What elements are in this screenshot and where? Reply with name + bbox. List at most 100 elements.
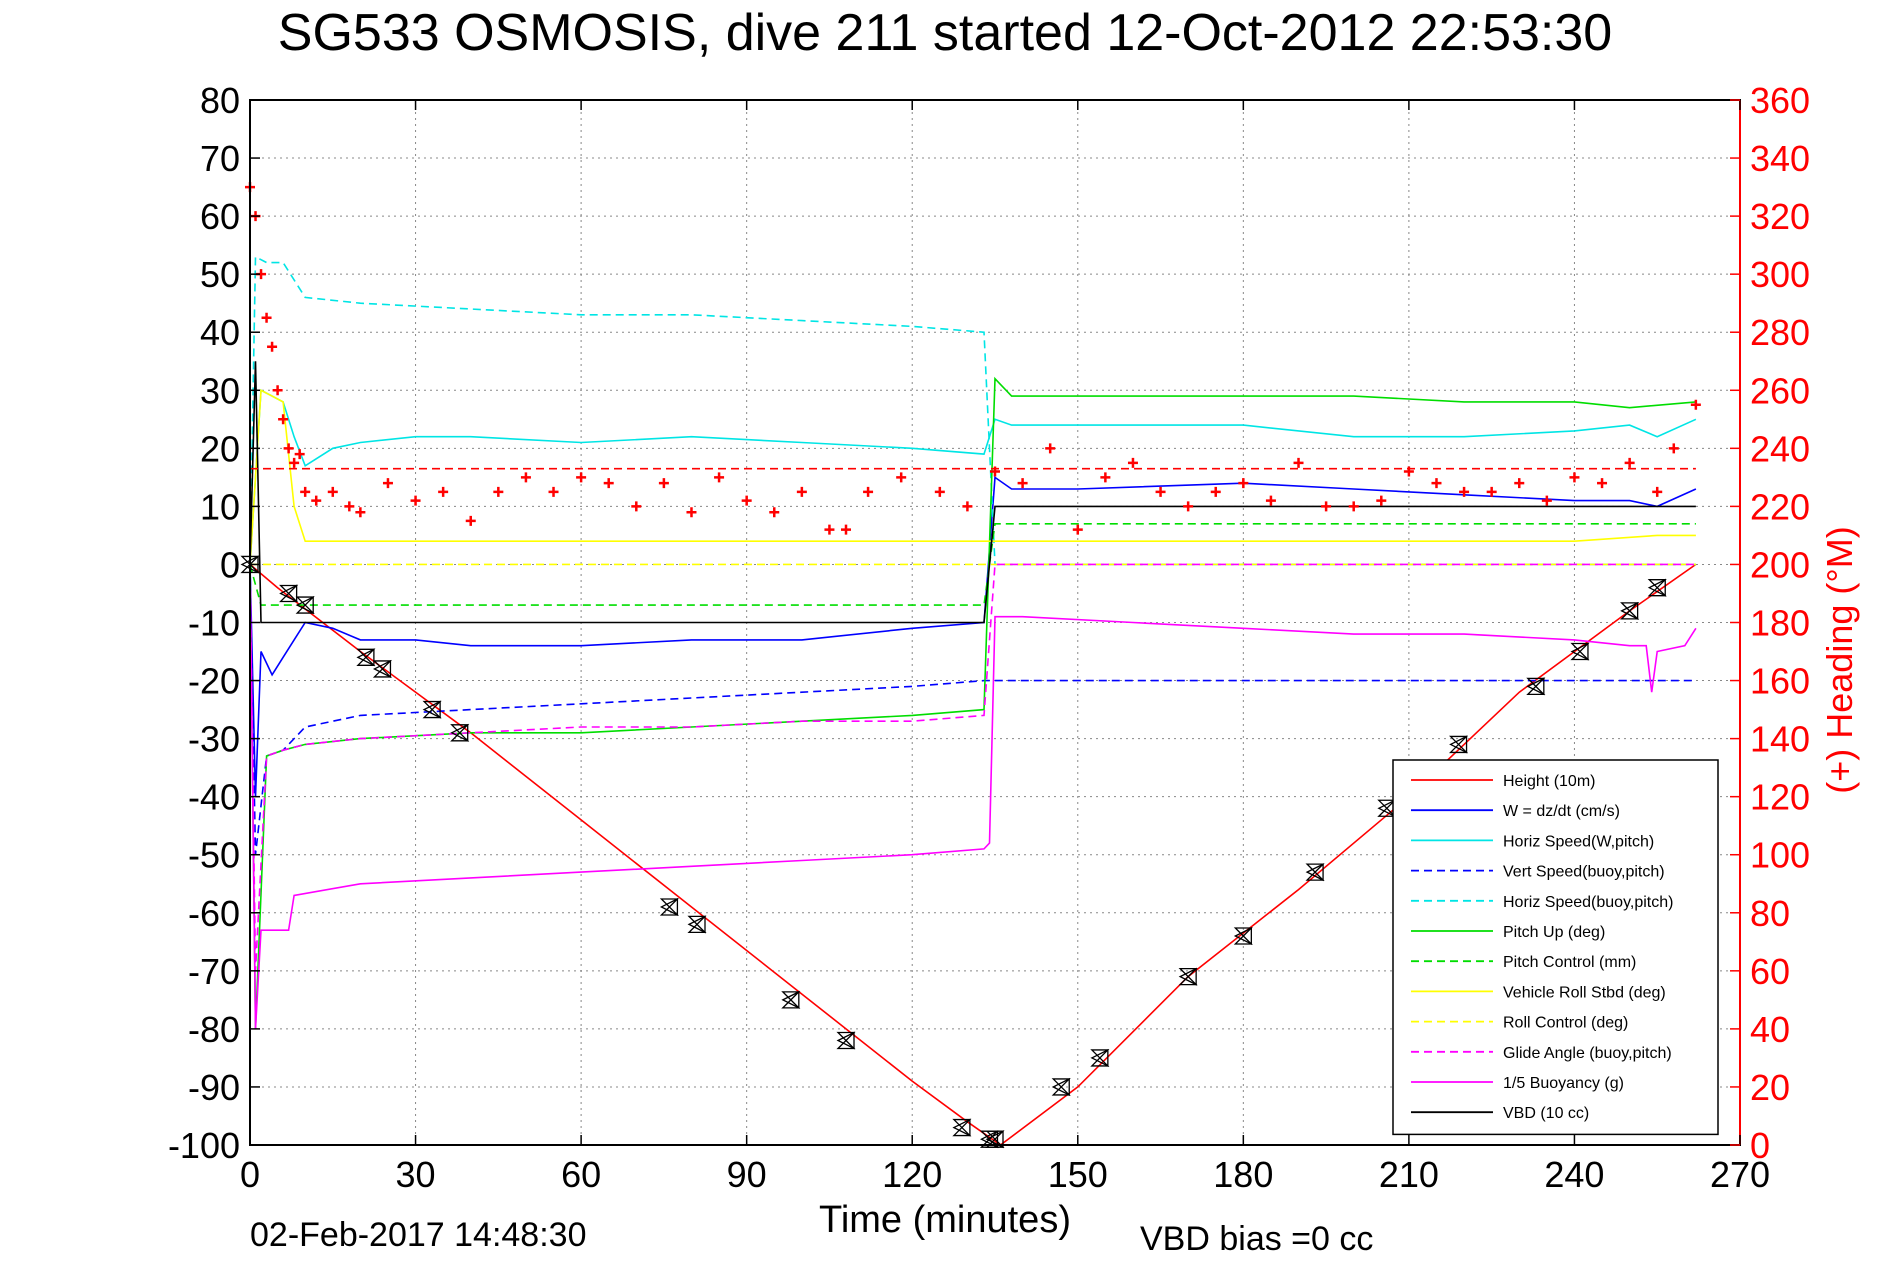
y2-axis-label: (+) Heading (°M) (1819, 526, 1860, 793)
heading-marker (327, 486, 338, 497)
y2-tick-label: 60 (1750, 951, 1790, 992)
heading-marker (1624, 457, 1635, 468)
x-tick-label: 180 (1213, 1154, 1273, 1195)
footer-vbd-bias: VBD bias =0 cc (1140, 1220, 1373, 1258)
heading-marker (410, 495, 421, 506)
heading-series (245, 182, 1701, 535)
heading-marker (300, 486, 311, 497)
heading-marker (1690, 399, 1701, 410)
legend-entry: VBD (10 cc) (1411, 1105, 1589, 1122)
depth-marker (1647, 578, 1667, 597)
legend-entry: W = dz/dt (cm/s) (1411, 803, 1620, 820)
y2-tick-label: 260 (1750, 370, 1810, 411)
heading-marker (631, 501, 642, 512)
series-line-6 (249, 523, 1696, 606)
y-tick-label: -30 (188, 719, 240, 760)
x-tick-label: 240 (1544, 1154, 1604, 1195)
legend-label: Height (10m) (1503, 773, 1595, 790)
y-tick-label: 10 (200, 486, 240, 527)
legend-entry: Vert Speed(buoy,pitch) (1411, 864, 1665, 881)
x-tick-label: 60 (561, 1154, 601, 1195)
legend: Height (10m) W = dz/dt (cm/s) Horiz Speed(… (1392, 759, 1719, 1136)
series-line-1 (249, 475, 1697, 797)
heading-marker (576, 472, 587, 483)
y2-tick-label: 200 (1750, 544, 1810, 585)
y-tick-label: 40 (200, 312, 240, 353)
series-line-11 (249, 361, 1696, 624)
x-axis-label: Time (minutes) (819, 1199, 1071, 1241)
heading-marker (1100, 472, 1111, 483)
legend-label: W = dz/dt (cm/s) (1503, 803, 1620, 820)
y2-tick-label: 280 (1750, 312, 1810, 353)
y2-tick-label: 80 (1750, 893, 1790, 934)
heading-marker (658, 478, 669, 489)
y2-tick-label: 100 (1750, 835, 1810, 876)
heading-marker (796, 486, 807, 497)
heading-marker (686, 507, 697, 518)
heading-marker (465, 515, 476, 526)
series-line-5 (249, 376, 1696, 1029)
legend-label: Pitch Control (mm) (1503, 954, 1636, 971)
depth-marker (279, 584, 299, 603)
depth-marker-layer (240, 555, 1667, 1149)
heading-marker (278, 414, 289, 425)
heading-marker (841, 524, 851, 535)
y-tick-label: -70 (188, 951, 240, 992)
series-line-2 (249, 389, 1697, 565)
legend-entry: Horiz Speed(W,pitch) (1411, 833, 1654, 850)
heading-marker (283, 443, 294, 454)
series-line-7 (249, 389, 1696, 565)
depth-marker (422, 700, 442, 719)
heading-marker (382, 478, 393, 489)
y-tick-label: -80 (188, 1009, 240, 1050)
legend-entry: Roll Control (deg) (1411, 1015, 1628, 1032)
heading-marker (272, 385, 283, 396)
depth-marker (1051, 1077, 1071, 1096)
y-tick-label: 80 (200, 80, 240, 121)
y2-tick-label: 20 (1750, 1067, 1790, 1108)
x-tick-label: 0 (240, 1154, 260, 1195)
legend-label: Glide Angle (buoy,pitch) (1503, 1045, 1672, 1062)
x-tick-label: 150 (1048, 1154, 1108, 1195)
legend-label: Horiz Speed(buoy,pitch) (1503, 894, 1673, 911)
depth-marker (1620, 601, 1640, 620)
y2-tick-label: 360 (1750, 80, 1810, 121)
y-tick-label: 0 (220, 544, 240, 585)
legend-label: Horiz Speed(W,pitch) (1503, 833, 1654, 850)
y-tick-label: 20 (200, 428, 240, 469)
heading-marker (294, 449, 305, 460)
x-tick-label: 30 (396, 1154, 436, 1195)
depth-marker (295, 596, 315, 615)
depth-marker (659, 897, 679, 917)
heading-marker (289, 457, 300, 468)
heading-marker (493, 486, 504, 497)
legend-entry: Glide Angle (buoy,pitch) (1411, 1045, 1672, 1062)
legend-box (1392, 759, 1719, 1136)
y2-tick-label: 240 (1750, 428, 1810, 469)
depth-marker (985, 1130, 1005, 1149)
depth-marker (1233, 926, 1253, 946)
legend-entry: Pitch Control (mm) (1411, 954, 1636, 971)
y2-tick-label: 0 (1750, 1125, 1770, 1166)
depth-marker (372, 659, 393, 678)
y-tick-label: -10 (188, 603, 240, 644)
footer-timestamp: 02-Feb-2017 14:48:30 (250, 1216, 586, 1254)
heading-marker (344, 501, 355, 512)
depth-marker (1178, 967, 1198, 986)
depth-marker (781, 990, 801, 1009)
y2-tick-label: 180 (1750, 603, 1810, 644)
y-tick-label: -60 (188, 893, 240, 934)
depth-marker (356, 648, 376, 667)
legend-entry: Horiz Speed(buoy,pitch) (1411, 894, 1673, 911)
y2-tick-label: 340 (1750, 138, 1810, 179)
series-line-10 (249, 564, 1697, 1029)
y-tick-label: 70 (200, 138, 240, 179)
heading-marker (1183, 501, 1194, 512)
heading-marker (934, 486, 945, 497)
heading-marker (1348, 501, 1359, 512)
heading-marker (1652, 486, 1663, 497)
depth-marker (1448, 735, 1469, 754)
heading-marker (603, 478, 614, 489)
heading-marker (1376, 495, 1387, 506)
